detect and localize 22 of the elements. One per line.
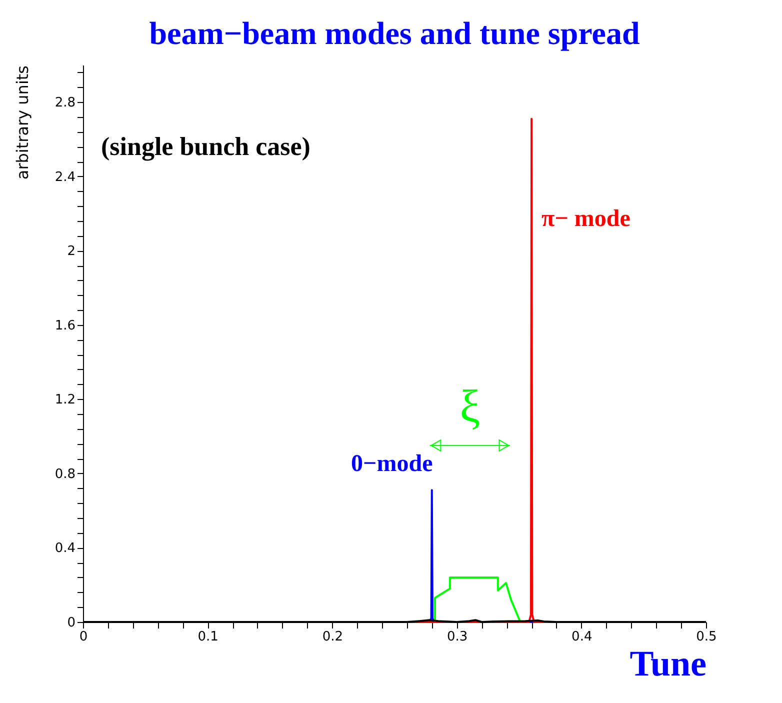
x-tick-label: 0.4 — [572, 630, 592, 644]
annotation: π− mode — [542, 206, 631, 232]
y-tick-label: 0 — [67, 616, 76, 630]
y-axis-title: arbitrary units — [12, 66, 32, 180]
y-tick-label: 1.2 — [54, 392, 76, 408]
y-tick-label: 2 — [67, 244, 76, 260]
y-tick-label: 0.8 — [54, 466, 76, 482]
line-series — [434, 576, 522, 623]
annotation: 0−mode — [351, 451, 434, 478]
x-tick-label: 0.3 — [446, 630, 468, 644]
x-axis-title: Tune — [630, 644, 707, 684]
x-tick-label: 0 — [79, 630, 88, 644]
y-tick-label: 2.8 — [54, 96, 76, 111]
x-tick-label: 0.2 — [322, 630, 344, 644]
annotation: (single bunch case) — [101, 132, 310, 161]
annotation: ξ — [460, 380, 480, 432]
y-tick-label: 0.4 — [54, 541, 76, 556]
x-tick-label: 0.1 — [198, 630, 218, 644]
chart-title: beam−beam modes and tune spread — [149, 15, 640, 51]
y-tick-label: 1.6 — [54, 318, 76, 334]
x-tick-label: 0.5 — [696, 630, 717, 644]
y-tick-label: 2.4 — [54, 170, 76, 185]
